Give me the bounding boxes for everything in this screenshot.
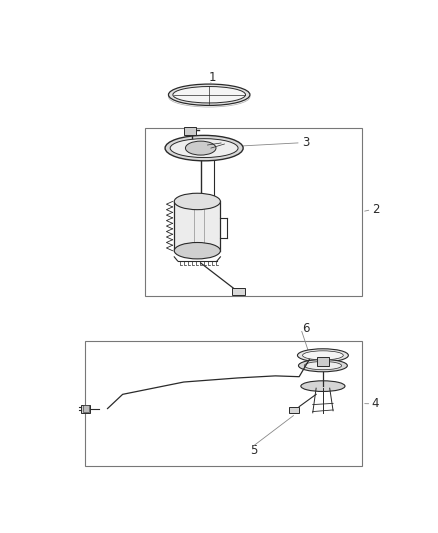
Ellipse shape — [297, 349, 348, 362]
Ellipse shape — [173, 86, 246, 103]
Bar — [289, 407, 299, 413]
Ellipse shape — [304, 361, 342, 370]
Bar — [81, 405, 90, 413]
Bar — [317, 358, 329, 366]
Bar — [184, 127, 196, 134]
Bar — [85, 341, 362, 466]
Ellipse shape — [301, 381, 345, 391]
Ellipse shape — [298, 359, 347, 372]
Ellipse shape — [170, 139, 238, 158]
Text: 5: 5 — [250, 444, 257, 457]
Text: 6: 6 — [302, 322, 310, 335]
Bar — [232, 288, 244, 295]
Ellipse shape — [174, 193, 220, 209]
Polygon shape — [174, 201, 220, 251]
Ellipse shape — [169, 84, 250, 106]
Text: 4: 4 — [372, 397, 379, 410]
Text: 3: 3 — [302, 136, 310, 149]
Ellipse shape — [174, 243, 220, 259]
Text: 2: 2 — [372, 203, 379, 216]
Bar — [83, 406, 89, 412]
Ellipse shape — [303, 351, 343, 360]
Ellipse shape — [165, 135, 243, 161]
Ellipse shape — [185, 141, 216, 155]
Bar — [145, 127, 362, 296]
Text: 1: 1 — [209, 70, 216, 84]
